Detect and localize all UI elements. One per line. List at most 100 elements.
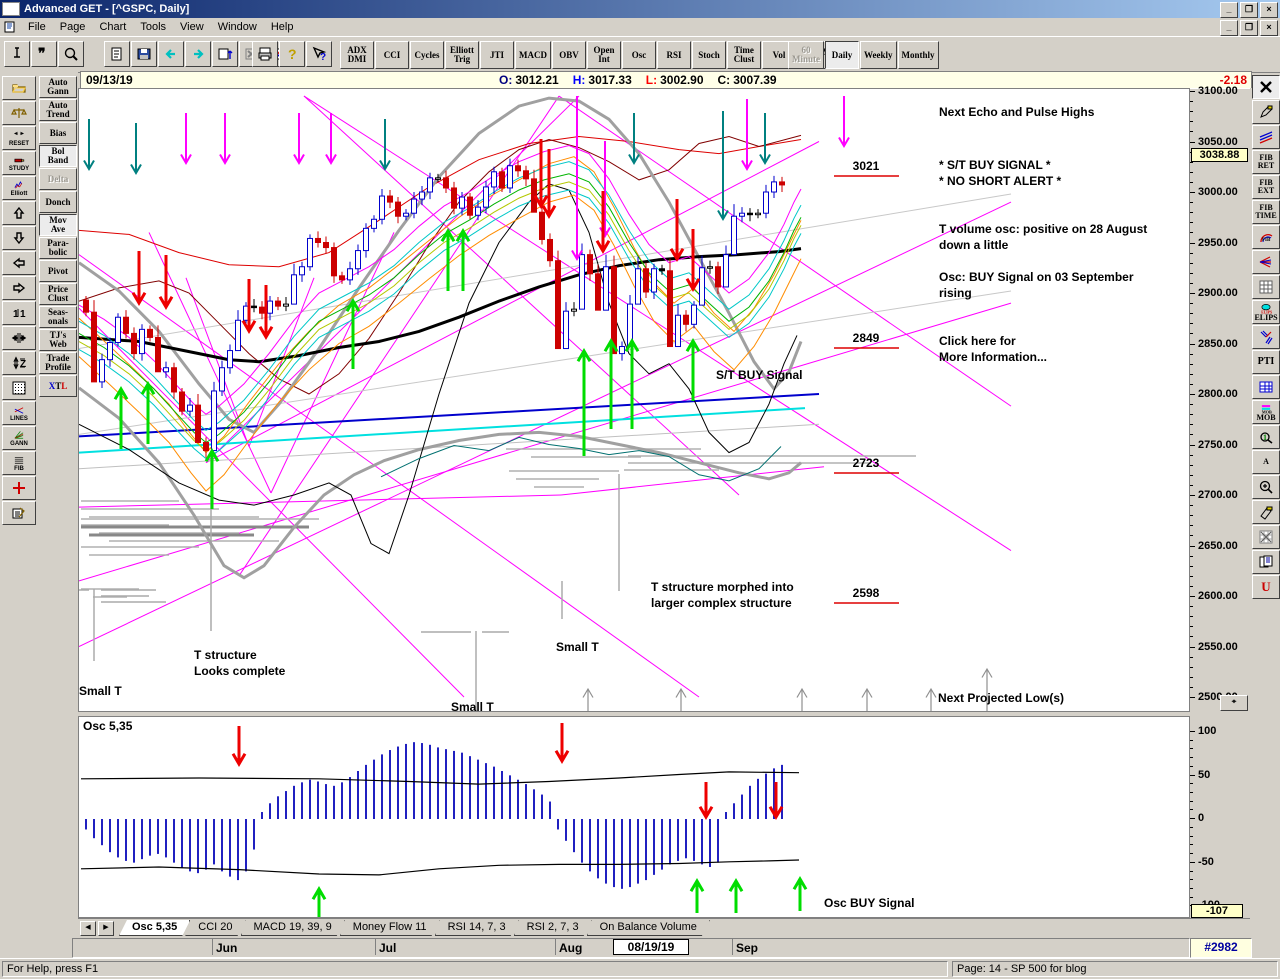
close-x-button[interactable] — [1252, 75, 1280, 99]
prev-chart-button[interactable] — [158, 41, 184, 67]
mob-button[interactable]: MOB MOB — [1252, 400, 1280, 424]
timeframe-daily[interactable]: Daily — [825, 41, 859, 69]
timeframe-weekly[interactable]: Weekly — [860, 41, 897, 69]
ellipse-button[interactable]: ELIPS ELIPS — [1252, 300, 1280, 324]
tab-money-flow-11[interactable]: Money Flow 11 — [340, 920, 440, 936]
fib-ret-button[interactable]: FIB RET — [1252, 150, 1280, 174]
arrows-button[interactable] — [1252, 325, 1280, 349]
gann-button[interactable]: GANN — [2, 426, 36, 450]
tool-tj-s-web[interactable]: TJ's Web — [39, 329, 77, 351]
tool-seas-onals[interactable]: Seas-onals — [39, 306, 77, 328]
new-page-button[interactable] — [104, 41, 130, 67]
minimize-button[interactable]: _ — [1220, 2, 1238, 18]
arrow-down-button[interactable] — [2, 226, 36, 250]
study-button[interactable]: STUDY — [2, 151, 36, 175]
fib-arc-button[interactable]: FIB — [1252, 225, 1280, 249]
study-osc[interactable]: Osc — [622, 41, 656, 69]
study-adx[interactable]: ADX DMI — [340, 41, 374, 69]
tab-scroll-left[interactable]: ◀ — [80, 921, 96, 936]
save-button[interactable] — [131, 41, 157, 67]
menu-chart[interactable]: Chart — [99, 21, 127, 33]
arrow-up-button[interactable] — [2, 201, 36, 225]
timeframe-monthly[interactable]: Monthly — [897, 41, 939, 69]
eraser-button[interactable] — [1252, 500, 1280, 524]
price-chart-pane[interactable]: 3021 2849 2723 2598 Next Echo and Pulse High… — [78, 88, 1190, 712]
study-time[interactable]: Time Clust — [727, 41, 761, 69]
open-chart-button[interactable] — [2, 76, 36, 100]
study-macd[interactable]: MACD — [515, 41, 551, 69]
tab-osc-5-35[interactable]: Osc 5,35 — [119, 920, 190, 936]
tool-bol-band[interactable]: Bol Band — [39, 145, 77, 167]
next-chart-button[interactable] — [185, 41, 211, 67]
refresh-chart-button[interactable] — [212, 41, 238, 67]
pages-button[interactable] — [1252, 550, 1280, 574]
study-stoch[interactable]: Stoch — [692, 41, 726, 69]
pti-button[interactable]: PTI — [1252, 350, 1280, 374]
study-rsi[interactable]: RSI — [657, 41, 691, 69]
reset-button[interactable]: RESET — [2, 126, 36, 150]
oscillator-pane[interactable]: Osc 5,35 Osc BUY Signal — [78, 716, 1190, 918]
menu-view[interactable]: View — [180, 21, 204, 33]
tab-rsi-14-7-3[interactable]: RSI 14, 7, 3 — [435, 920, 519, 936]
elliott-button[interactable]: Elliott — [2, 176, 36, 200]
arrow-left-button[interactable] — [2, 251, 36, 275]
price-axis[interactable]: 3100.00 3050.00 3000.00 2950.00 2900.00 2850.… — [1190, 85, 1250, 713]
properties-button[interactable] — [2, 501, 36, 525]
tab-cci-20[interactable]: CCI 20 — [185, 920, 245, 936]
tab-scroll-right[interactable]: ▶ — [98, 921, 114, 936]
tool-pivot[interactable]: Pivot — [39, 260, 77, 282]
tab-rsi-2-7-3[interactable]: RSI 2, 7, 3 — [514, 920, 592, 936]
lines-button[interactable]: LINES — [2, 401, 36, 425]
trendlines-button[interactable] — [1252, 125, 1280, 149]
menu-window[interactable]: Window — [217, 21, 257, 33]
child-close-button[interactable]: × — [1260, 20, 1278, 36]
pencil-button[interactable] — [1252, 100, 1280, 124]
menu-tools[interactable]: Tools — [140, 21, 167, 33]
menu-help[interactable]: Help — [270, 21, 294, 33]
tool-delta[interactable]: Delta — [39, 168, 77, 190]
v-compress-button[interactable]: Z — [2, 351, 36, 375]
fib-time-button[interactable]: FIB TIME — [1252, 200, 1280, 224]
scales-button[interactable] — [2, 101, 36, 125]
tab-macd-19-39-9[interactable]: MACD 19, 39, 9 — [241, 920, 345, 936]
tool-donch[interactable]: Donch — [39, 191, 77, 213]
tool-trade-profile[interactable]: Trade Profile — [39, 352, 77, 374]
menu-page[interactable]: Page — [59, 21, 86, 33]
help-button[interactable]: ? — [279, 41, 305, 67]
fib-button[interactable]: FIB — [2, 451, 36, 475]
zoom-button[interactable] — [58, 41, 84, 67]
fib-ext-button[interactable]: FIB EXT — [1252, 175, 1280, 199]
print-button[interactable] — [252, 41, 278, 67]
date-axis[interactable]: Jun Jul Aug Sep 08/19/19 — [72, 938, 1190, 958]
restore-button[interactable]: ❐ — [1240, 2, 1258, 18]
text-tool-button[interactable]: A — [1252, 450, 1280, 474]
menu-file[interactable]: File — [28, 21, 46, 33]
study-jti[interactable]: JTI — [480, 41, 514, 69]
tool-price-clust[interactable]: Price Clust — [39, 283, 77, 305]
fan-button[interactable] — [1252, 250, 1280, 274]
table-button[interactable] — [1252, 375, 1280, 399]
tool-auto-gann[interactable]: Auto Gann — [39, 76, 77, 98]
tool-auto-trend[interactable]: Auto Trend — [39, 99, 77, 121]
magnet-button[interactable]: U — [1252, 575, 1280, 599]
child-window-icon[interactable] — [4, 21, 17, 33]
zoom-data-button[interactable]: 1 — [1252, 425, 1280, 449]
binoculars-button[interactable]: ⌖ — [1220, 695, 1248, 711]
study-elliott[interactable]: Elliott Trig — [445, 41, 479, 69]
pin-button[interactable] — [4, 41, 30, 67]
timeframe-60[interactable]: 60 Minute — [788, 41, 824, 69]
child-minimize-button[interactable]: _ — [1220, 20, 1238, 36]
study-obv[interactable]: OBV — [552, 41, 586, 69]
study-open[interactable]: Open Int — [587, 41, 621, 69]
tab-on-balance-volume[interactable]: On Balance Volume — [587, 920, 710, 936]
tool-bias[interactable]: Bias — [39, 122, 77, 144]
tool-para-bolic[interactable]: Para-bolic — [39, 237, 77, 259]
grid-dots-button[interactable] — [2, 376, 36, 400]
close-button[interactable]: × — [1260, 2, 1278, 18]
zoom-in-button[interactable] — [1252, 475, 1280, 499]
cross-button[interactable] — [2, 476, 36, 500]
study-cci[interactable]: CCI — [375, 41, 409, 69]
